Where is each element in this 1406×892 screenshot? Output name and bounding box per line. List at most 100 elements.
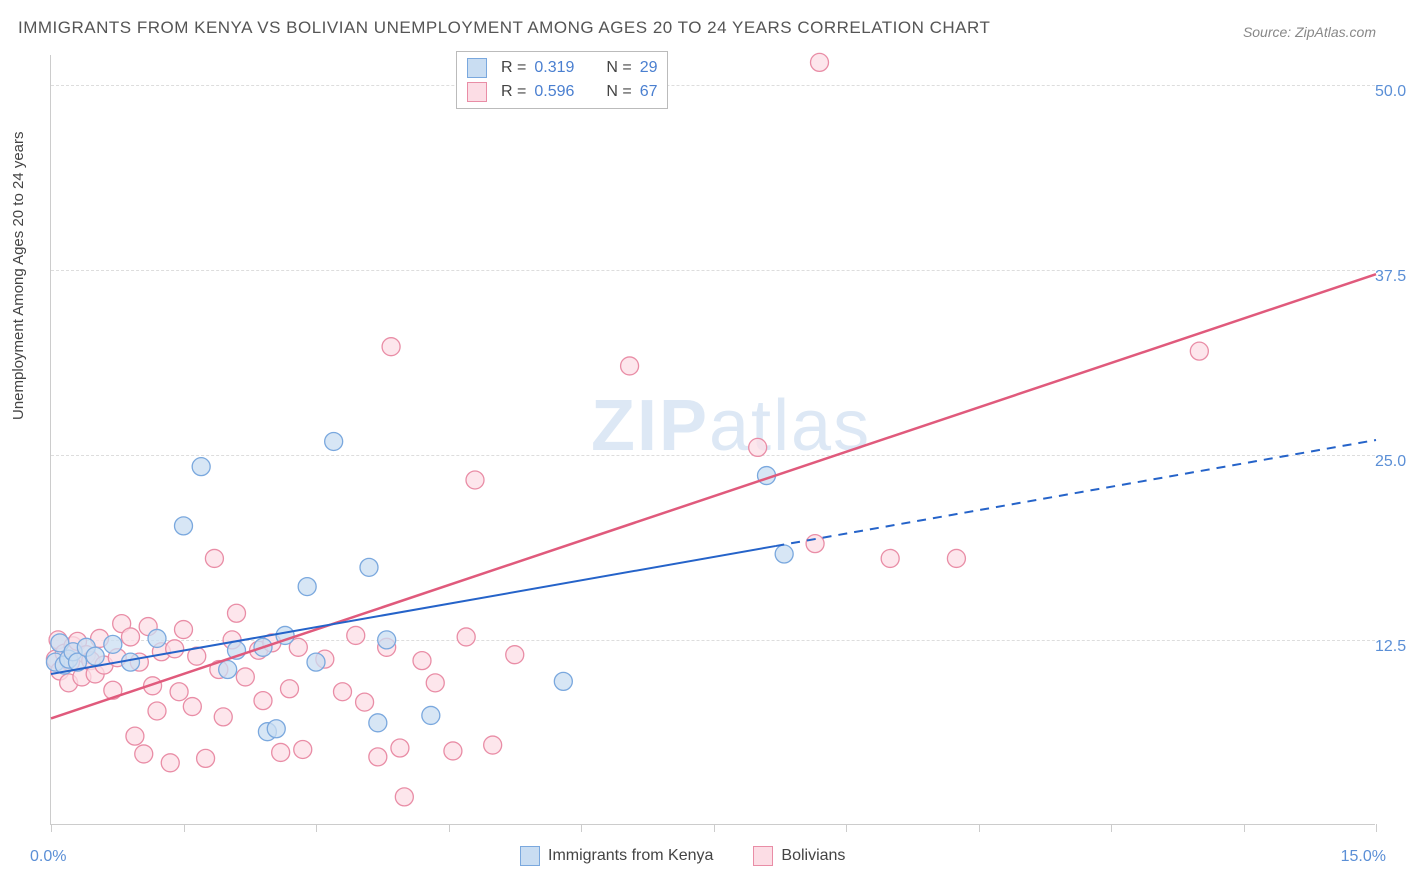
scatter-point-bolivians — [197, 749, 215, 767]
scatter-point-kenya — [192, 458, 210, 476]
scatter-point-bolivians — [170, 683, 188, 701]
chart-title: IMMIGRANTS FROM KENYA VS BOLIVIAN UNEMPL… — [18, 18, 990, 38]
scatter-point-bolivians — [236, 668, 254, 686]
scatter-point-kenya — [219, 661, 237, 679]
scatter-point-kenya — [422, 706, 440, 724]
legend-label-bolivians: Bolivians — [781, 847, 845, 865]
scatter-point-bolivians — [413, 652, 431, 670]
scatter-point-bolivians — [148, 702, 166, 720]
n-value-bolivians: 67 — [640, 83, 658, 101]
scatter-point-bolivians — [369, 748, 387, 766]
trendline-kenya-solid — [51, 546, 775, 674]
scatter-point-bolivians — [183, 698, 201, 716]
y-axis-label: Unemployment Among Ages 20 to 24 years — [10, 131, 27, 420]
scatter-point-bolivians — [228, 604, 246, 622]
scatter-point-bolivians — [881, 549, 899, 567]
scatter-point-kenya — [369, 714, 387, 732]
x-axis-max-label: 15.0% — [1341, 848, 1386, 866]
scatter-point-kenya — [86, 647, 104, 665]
scatter-point-kenya — [307, 653, 325, 671]
scatter-point-kenya — [378, 631, 396, 649]
r-label: R = — [501, 59, 526, 77]
legend-label-kenya: Immigrants from Kenya — [548, 847, 713, 865]
scatter-point-bolivians — [947, 549, 965, 567]
legend-item-kenya: Immigrants from Kenya — [520, 846, 713, 866]
scatter-point-bolivians — [214, 708, 232, 726]
scatter-point-kenya — [360, 558, 378, 576]
scatter-point-kenya — [298, 578, 316, 596]
scatter-point-bolivians — [126, 727, 144, 745]
scatter-point-kenya — [325, 432, 343, 450]
scatter-point-bolivians — [444, 742, 462, 760]
scatter-point-bolivians — [334, 683, 352, 701]
scatter-point-bolivians — [205, 549, 223, 567]
correlation-row-kenya: R = 0.319 N = 29 — [467, 56, 657, 80]
scatter-point-bolivians — [161, 754, 179, 772]
correlation-legend: R = 0.319 N = 29 R = 0.596 N = 67 — [456, 51, 668, 109]
scatter-point-bolivians — [254, 692, 272, 710]
scatter-point-bolivians — [749, 438, 767, 456]
scatter-point-bolivians — [135, 745, 153, 763]
swatch-kenya — [467, 58, 487, 78]
scatter-point-bolivians — [347, 626, 365, 644]
scatter-point-bolivians — [395, 788, 413, 806]
scatter-point-bolivians — [382, 338, 400, 356]
x-tick — [979, 824, 980, 832]
source-attribution: Source: ZipAtlas.com — [1243, 24, 1376, 40]
r-value-bolivians: 0.596 — [534, 83, 584, 101]
x-tick — [714, 824, 715, 832]
x-tick — [449, 824, 450, 832]
plot-svg — [51, 55, 1375, 824]
swatch-kenya — [520, 846, 540, 866]
scatter-point-bolivians — [166, 640, 184, 658]
scatter-point-bolivians — [806, 535, 824, 553]
n-label: N = — [606, 83, 631, 101]
x-tick — [1244, 824, 1245, 832]
scatter-point-kenya — [554, 672, 572, 690]
scatter-point-bolivians — [457, 628, 475, 646]
series-legend: Immigrants from Kenya Bolivians — [520, 846, 845, 866]
y-tick-label: 37.5% — [1375, 268, 1406, 286]
y-tick-label: 12.5% — [1375, 638, 1406, 656]
r-value-kenya: 0.319 — [534, 59, 584, 77]
scatter-point-kenya — [148, 629, 166, 647]
scatter-point-bolivians — [1190, 342, 1208, 360]
x-axis-origin-label: 0.0% — [30, 848, 66, 866]
r-label: R = — [501, 83, 526, 101]
y-tick-label: 25.0% — [1375, 453, 1406, 471]
scatter-point-kenya — [267, 720, 285, 738]
scatter-point-kenya — [122, 653, 140, 671]
scatter-point-bolivians — [272, 743, 290, 761]
plot-area: ZIPatlas 12.5%25.0%37.5%50.0% R = 0.319 … — [50, 55, 1375, 825]
y-tick-label: 50.0% — [1375, 83, 1406, 101]
scatter-point-bolivians — [294, 740, 312, 758]
n-value-kenya: 29 — [640, 59, 658, 77]
swatch-bolivians — [753, 846, 773, 866]
scatter-point-bolivians — [621, 357, 639, 375]
x-tick — [581, 824, 582, 832]
x-tick — [51, 824, 52, 832]
scatter-point-kenya — [175, 517, 193, 535]
x-tick — [316, 824, 317, 832]
scatter-point-kenya — [775, 545, 793, 563]
scatter-point-bolivians — [506, 646, 524, 664]
x-tick — [1111, 824, 1112, 832]
scatter-point-bolivians — [281, 680, 299, 698]
scatter-point-bolivians — [175, 621, 193, 639]
scatter-point-bolivians — [122, 628, 140, 646]
scatter-point-bolivians — [426, 674, 444, 692]
trendline-bolivians — [51, 274, 1376, 718]
scatter-point-outlier — [811, 53, 829, 71]
legend-item-bolivians: Bolivians — [753, 846, 845, 866]
trendline-kenya-dashed — [775, 440, 1376, 546]
scatter-point-kenya — [104, 635, 122, 653]
correlation-row-bolivians: R = 0.596 N = 67 — [467, 80, 657, 104]
x-tick — [846, 824, 847, 832]
swatch-bolivians — [467, 82, 487, 102]
x-tick — [184, 824, 185, 832]
x-tick — [1376, 824, 1377, 832]
scatter-point-bolivians — [484, 736, 502, 754]
scatter-point-bolivians — [356, 693, 374, 711]
scatter-point-bolivians — [391, 739, 409, 757]
n-label: N = — [606, 59, 631, 77]
